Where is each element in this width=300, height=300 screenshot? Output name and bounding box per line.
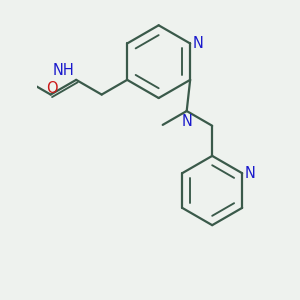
Text: NH: NH xyxy=(53,63,74,78)
Text: N: N xyxy=(193,36,203,51)
Text: N: N xyxy=(244,166,256,181)
Text: O: O xyxy=(46,81,58,96)
Text: N: N xyxy=(181,114,192,129)
